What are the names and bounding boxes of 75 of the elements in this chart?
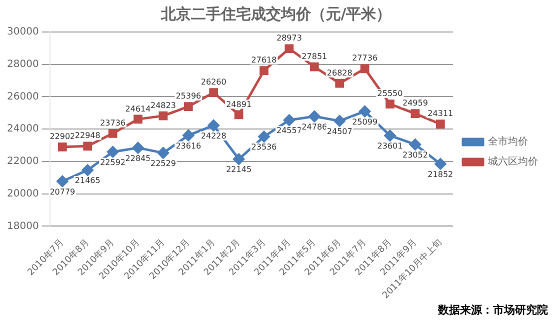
data-label: 23736 <box>100 118 126 128</box>
point <box>134 114 142 124</box>
data-label: 23052 <box>402 150 428 160</box>
point <box>386 100 394 108</box>
point <box>158 111 168 120</box>
point <box>409 138 421 150</box>
point <box>56 176 68 188</box>
data-label: 22948 <box>74 131 100 140</box>
data-label: 21465 <box>74 176 100 186</box>
data-label: 25099 <box>352 117 378 126</box>
data-label: 25396 <box>176 92 202 101</box>
point <box>58 142 67 152</box>
data-label: 24507 <box>326 126 352 136</box>
data-label: 22529 <box>150 159 176 168</box>
data-label: 20779 <box>50 187 76 196</box>
data-label: 27736 <box>352 54 378 63</box>
data-label: 26828 <box>326 68 352 78</box>
data-label: 26260 <box>200 78 226 87</box>
point <box>384 130 396 142</box>
point <box>107 146 119 158</box>
legend-label: 城六区均价 <box>487 156 538 168</box>
data-label: 24311 <box>428 109 454 118</box>
point <box>132 142 144 154</box>
point <box>157 147 169 159</box>
point <box>310 62 319 72</box>
point <box>234 110 244 120</box>
point <box>208 120 220 132</box>
data-label: 22845 <box>125 154 151 163</box>
y-tick-label: 20000 <box>7 188 39 200</box>
point <box>182 130 194 142</box>
data-label: 24228 <box>200 132 226 141</box>
point <box>284 44 294 54</box>
data-label: 27851 <box>302 52 328 61</box>
y-tick-label: 22000 <box>7 156 39 168</box>
point <box>283 114 295 126</box>
data-label: 27618 <box>251 56 277 65</box>
point <box>258 130 270 142</box>
point <box>436 120 445 129</box>
data-label: 22145 <box>226 165 252 174</box>
data-label: 23536 <box>251 142 277 152</box>
data-label: 24557 <box>276 126 302 136</box>
point <box>308 110 320 122</box>
data-label: 23616 <box>176 141 202 150</box>
data-label: 24823 <box>150 100 176 110</box>
data-label: 22592 <box>100 158 126 167</box>
y-tick-label: 30000 <box>7 26 39 38</box>
legend-label: 全市均价 <box>488 136 528 148</box>
data-label: 24786 <box>302 122 328 132</box>
point <box>335 78 344 88</box>
point <box>434 158 446 170</box>
point <box>410 109 420 118</box>
data-label: 24959 <box>402 98 428 108</box>
point <box>108 128 118 138</box>
point <box>83 142 92 151</box>
data-label: 25550 <box>377 89 403 98</box>
chart-title: 北京二手住宅成交均价（元/平米） <box>160 4 392 23</box>
point <box>360 64 370 74</box>
data-label: 28973 <box>276 34 302 43</box>
point <box>209 88 218 97</box>
point <box>260 66 268 75</box>
point <box>359 106 371 118</box>
y-tick-label: 18000 <box>7 220 39 232</box>
point <box>184 102 193 111</box>
data-label: 22902 <box>50 132 76 141</box>
data-label: 24614 <box>125 104 151 114</box>
point <box>82 164 94 176</box>
source-note: 数据来源：市场研究院 <box>437 303 548 316</box>
point <box>233 153 245 165</box>
y-tick-label: 28000 <box>7 58 39 70</box>
point <box>334 115 346 127</box>
y-tick-label: 26000 <box>7 91 39 102</box>
data-label: 21852 <box>428 170 454 179</box>
data-label: 23601 <box>377 142 403 151</box>
y-tick-label: 24000 <box>7 124 39 135</box>
data-label: 24891 <box>226 100 252 109</box>
